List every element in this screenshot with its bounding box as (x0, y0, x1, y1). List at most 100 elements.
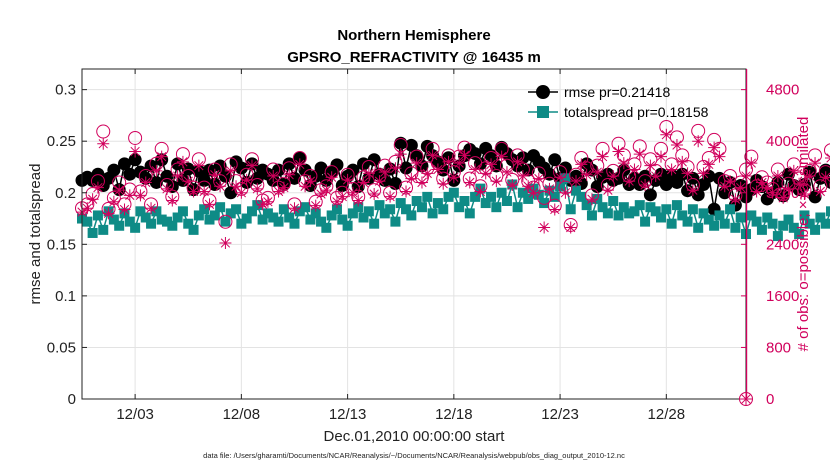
assimilated-point (734, 181, 747, 194)
totalspread-point (613, 210, 624, 221)
assimilated-point (283, 168, 296, 181)
y-right-tick-label: 4800 (766, 82, 799, 99)
assimilated-point (431, 163, 444, 176)
assimilated-point (612, 145, 625, 158)
assimilated-point (607, 169, 620, 182)
totalspread-point (199, 204, 210, 215)
totalspread-point (794, 229, 805, 239)
assimilated-point (803, 169, 816, 182)
assimilated-point (182, 175, 195, 188)
totalspread-point (220, 216, 231, 227)
y-axis-right-label: # of obs: o=possible; ×=assimilated (795, 117, 812, 352)
y-right-tick-label: 1600 (766, 288, 799, 305)
totalspread-point (714, 210, 725, 221)
totalspread-point (108, 214, 119, 225)
assimilated-point (559, 186, 572, 199)
totalspread-point (682, 216, 693, 227)
totalspread-point (448, 187, 459, 198)
assimilated-point (633, 148, 646, 161)
assimilated-point (819, 171, 830, 184)
assimilated-point (782, 182, 795, 195)
assimilated-point (522, 180, 535, 193)
y-right-tick-label: 2400 (766, 236, 799, 253)
assimilated-point (665, 163, 678, 176)
totalspread-point (555, 181, 566, 192)
assimilated-point (304, 175, 317, 188)
assimilated-point (495, 150, 508, 163)
totalspread-point (602, 208, 613, 219)
assimilated-point (463, 176, 476, 189)
totalspread-point (331, 204, 342, 215)
assimilated-point (500, 166, 513, 179)
totalspread-point (454, 202, 465, 213)
rmse-point (410, 149, 424, 163)
right-origin-marker (739, 392, 753, 406)
totalspread-point (215, 202, 226, 213)
totalspread-point (231, 204, 242, 215)
y-left-tick-label: 0.15 (47, 236, 76, 253)
totalspread-point (618, 202, 629, 213)
totalspread-point (539, 198, 550, 209)
assimilated-point (235, 186, 248, 199)
totalspread-point (406, 210, 417, 221)
legend-totalspread-marker (537, 106, 549, 118)
totalspread-point (411, 196, 422, 206)
assimilated-point (639, 179, 652, 192)
y-right-tick-label: 3200 (766, 185, 799, 202)
assimilated-point (219, 237, 232, 250)
chart-subtitle: GPSRO_REFRACTIVITY @ 16435 m (287, 49, 541, 66)
totalspread-point (82, 216, 93, 227)
totalspread-point (273, 216, 284, 227)
assimilated-point (256, 198, 269, 211)
assimilated-point (145, 202, 158, 215)
x-tick-label: 12/03 (116, 406, 154, 423)
assimilated-point (750, 185, 763, 198)
assimilated-point (107, 195, 120, 208)
assimilated-point (702, 158, 715, 171)
totalspread-point (725, 204, 736, 215)
assimilated-point (793, 177, 806, 190)
totalspread-point (337, 214, 348, 225)
totalspread-point (571, 185, 582, 196)
totalspread-point (209, 210, 220, 221)
legend-rmse-label: rmse pr=0.21418 (564, 84, 670, 100)
totalspread-point (347, 208, 358, 219)
totalspread-point (565, 204, 576, 215)
totalspread-point (342, 220, 353, 231)
totalspread-point (709, 220, 720, 231)
assimilated-point (251, 182, 264, 195)
totalspread-point (756, 224, 767, 235)
assimilated-point (527, 186, 540, 199)
rmse-point (516, 151, 530, 165)
assimilated-point (214, 180, 227, 193)
assimilated-point (415, 176, 428, 189)
assimilated-point (761, 181, 774, 194)
assimilated-point (697, 167, 710, 180)
totalspread-point (326, 210, 337, 221)
x-tick-label: 12/23 (541, 406, 579, 423)
totalspread-point (799, 210, 810, 221)
rmse-point (346, 163, 360, 177)
assimilated-point (208, 168, 221, 181)
totalspread-point (353, 202, 364, 213)
assimilated-point (623, 175, 636, 188)
totalspread-point (161, 216, 172, 227)
assimilated-point (485, 158, 498, 171)
assimilated-point (394, 148, 407, 161)
assimilated-point (330, 195, 343, 208)
totalspread-point (480, 198, 491, 209)
assimilated-point (511, 155, 524, 168)
assimilated-point (585, 193, 598, 206)
x-tick-label: 12/28 (648, 406, 686, 423)
assimilated-point (320, 184, 333, 197)
y-axis-left-label: rmse and totalspread (27, 164, 44, 305)
totalspread-point (98, 224, 109, 235)
totalspread-point (241, 213, 252, 224)
assimilated-point (166, 194, 179, 207)
rmse-point (399, 161, 413, 175)
totalspread-point (172, 212, 183, 223)
assimilated-point (426, 149, 439, 162)
y-right-tick-label: 0 (766, 391, 774, 408)
assimilated-point (293, 158, 306, 171)
x-tick-label: 12/08 (223, 406, 261, 423)
